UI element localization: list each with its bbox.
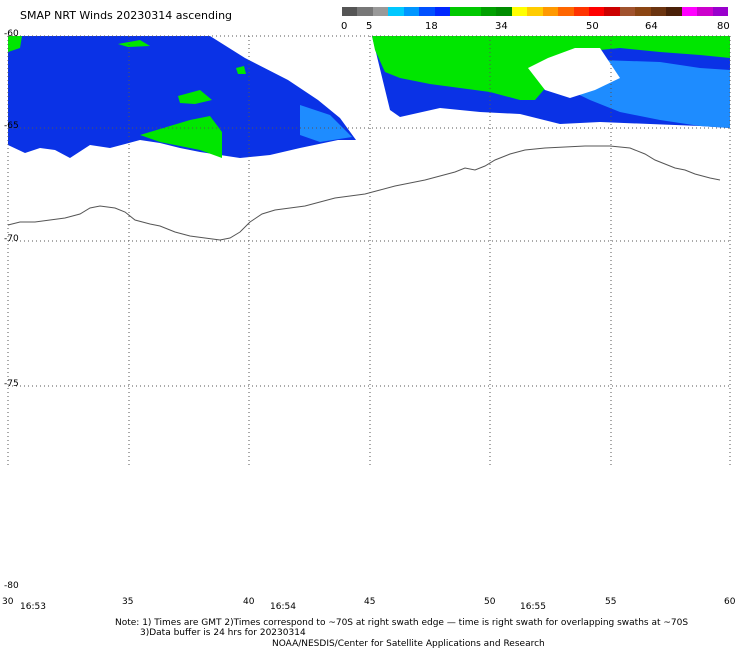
colorbar-swatch: [403, 7, 420, 16]
colorbar-swatch: [697, 7, 713, 16]
lat-lon-grid: [7, 35, 731, 465]
colorbar-tick-34: 34: [495, 21, 508, 32]
colorbar-swatch: [357, 7, 373, 16]
colorbar-swatch: [650, 7, 667, 16]
colorbar-tick-50: 50: [586, 21, 599, 32]
colorbar-tick-18: 18: [425, 21, 438, 32]
lon-label-50: 50: [484, 597, 496, 607]
colorbar-swatch: [635, 7, 651, 16]
colorbar-tick-64: 64: [645, 21, 658, 32]
swath-left-green-d: [140, 116, 222, 158]
colorbar-swatch: [419, 7, 435, 16]
colorbar-swatch: [465, 7, 481, 16]
colorbar-tick-80: 80: [717, 21, 730, 32]
swath-left-green-a: [8, 36, 22, 52]
colorbar-swatch: [527, 7, 543, 16]
lon-label-45: 45: [364, 597, 376, 607]
lon-label-30: 30: [2, 597, 14, 607]
colorbar-swatch: [450, 7, 466, 16]
lat-label--65: -65: [4, 121, 19, 131]
colorbar-swatch: [480, 7, 497, 16]
swath-left-green-e: [236, 66, 246, 74]
colorbar-swatch: [558, 7, 574, 16]
lon-label-35: 35: [122, 597, 134, 607]
swath-right-gap: [528, 48, 620, 98]
colorbar-swatch: [388, 7, 404, 16]
colorbar-swatch: [619, 7, 636, 16]
lat-label--60: -60: [4, 29, 19, 39]
colorbar-swatch: [712, 7, 728, 16]
swath-left-green-c: [178, 90, 212, 104]
swath-left-lightblue: [300, 105, 352, 142]
lat-label--70: -70: [4, 234, 19, 244]
note-line-3: NOAA/NESDIS/Center for Satellite Applica…: [272, 639, 545, 649]
note-line-2: 3)Data buffer is 24 hrs for 20230314: [140, 628, 306, 638]
colorbar-swatch: [542, 7, 559, 16]
time-label-1655: 16:55: [520, 602, 546, 612]
colorbar-swatch: [342, 7, 358, 16]
colorbar-swatch: [372, 7, 389, 16]
chart-title: SMAP NRT Winds 20230314 ascending: [20, 9, 233, 22]
swath-left-green-b: [118, 40, 150, 47]
lat-label--75: -75: [4, 379, 19, 389]
colorbar-swatch: [681, 7, 698, 16]
note-line-1: Note: 1) Times are GMT 2)Times correspon…: [115, 618, 689, 628]
lon-label-40: 40: [243, 597, 255, 607]
colorbar-swatch: [434, 7, 451, 16]
colorbar-swatch: [666, 7, 682, 16]
time-label-1653: 16:53: [20, 602, 46, 612]
colorbar-tick-5: 5: [366, 21, 373, 32]
colorbar-swatch: [573, 7, 589, 16]
lat-label--80: -80: [4, 581, 19, 591]
wind-speed-colorbar: [342, 7, 728, 16]
colorbar-swatch: [589, 7, 605, 16]
lon-label-55: 55: [605, 597, 617, 607]
colorbar-tick-0: 0: [341, 21, 348, 32]
colorbar-swatch: [511, 7, 528, 16]
antarctic-coastline: [7, 145, 721, 241]
colorbar-swatch: [496, 7, 512, 16]
time-label-1654: 16:54: [270, 602, 296, 612]
colorbar-swatch: [604, 7, 620, 16]
lon-label-60: 60: [724, 597, 736, 607]
